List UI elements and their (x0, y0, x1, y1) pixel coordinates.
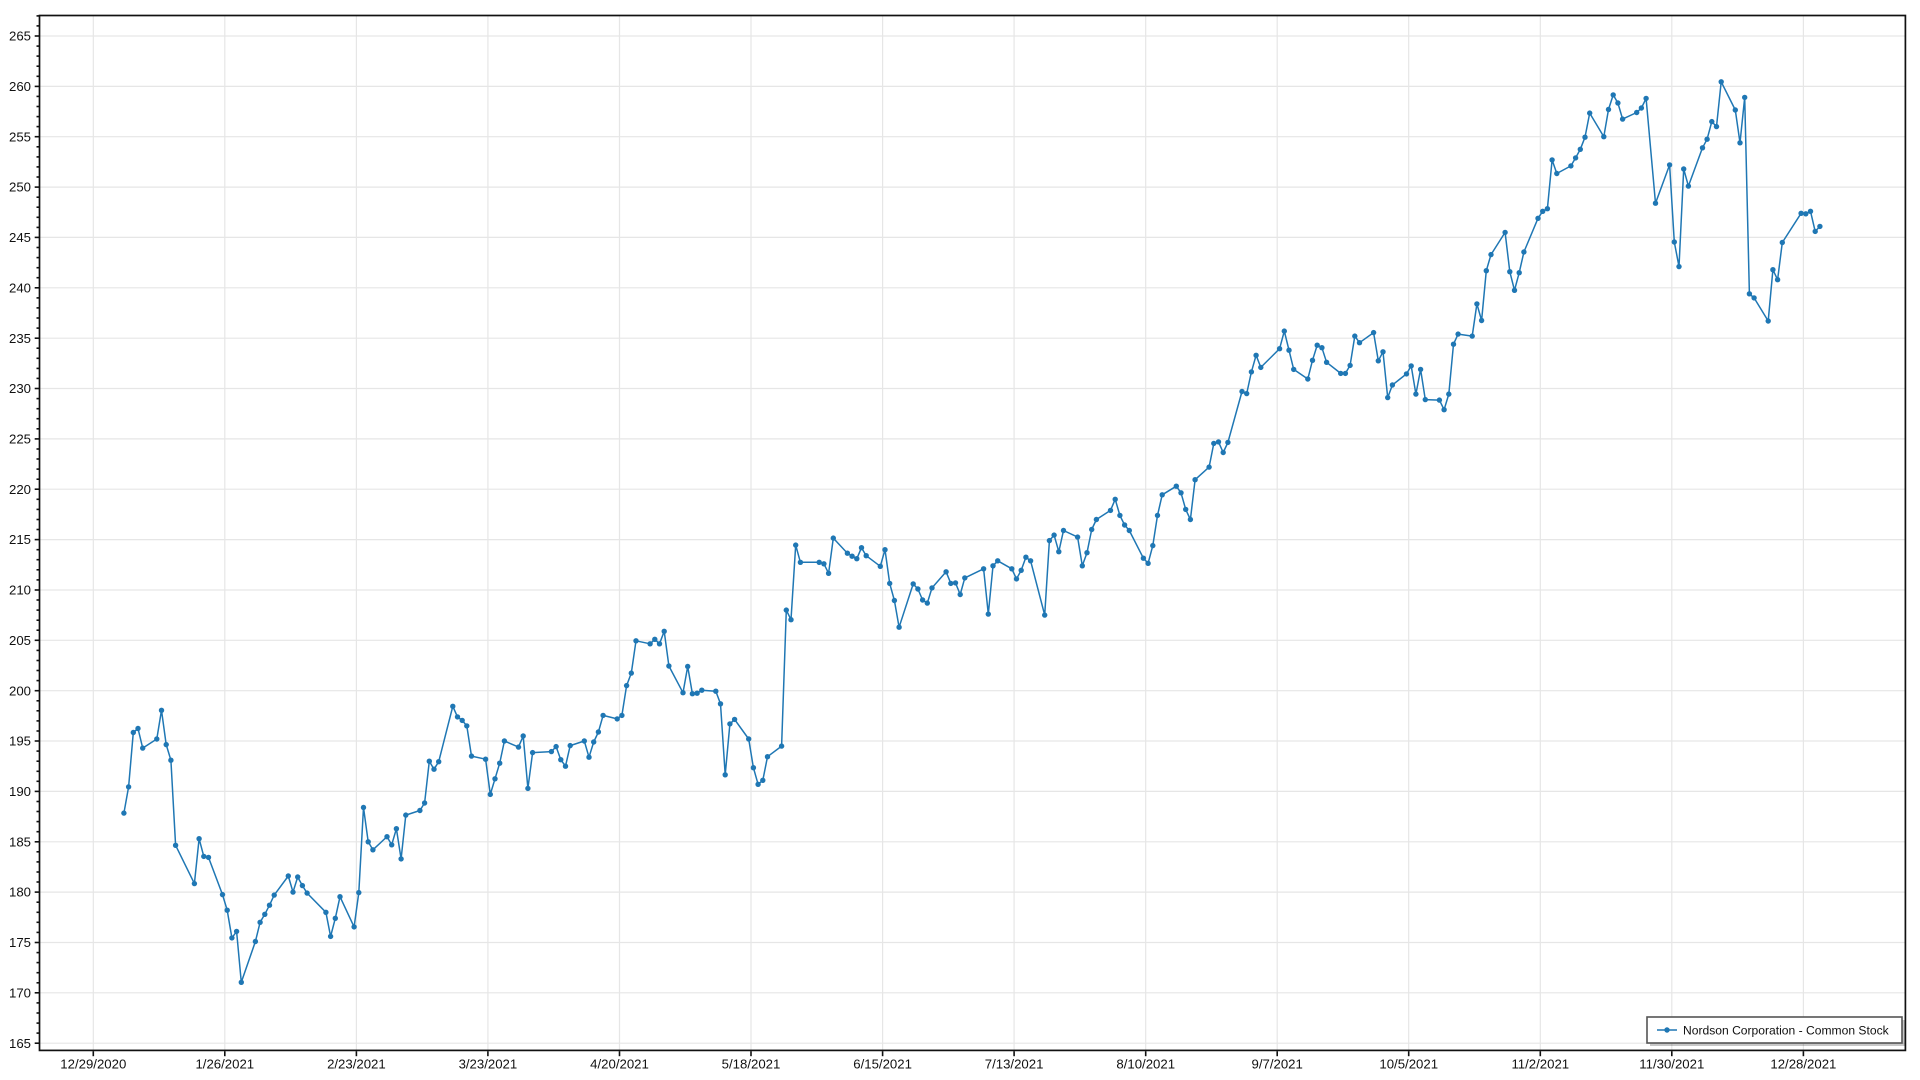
svg-text:245: 245 (9, 230, 31, 245)
svg-text:195: 195 (9, 734, 31, 749)
svg-text:220: 220 (9, 482, 31, 497)
svg-text:180: 180 (9, 885, 31, 900)
svg-text:165: 165 (9, 1036, 31, 1051)
svg-text:185: 185 (9, 834, 31, 849)
svg-text:190: 190 (9, 784, 31, 799)
svg-text:11/2/2021: 11/2/2021 (1511, 1057, 1569, 1072)
svg-text:Nordson Corporation - Common S: Nordson Corporation - Common Stock (1683, 1024, 1890, 1038)
svg-text:11/30/2021: 11/30/2021 (1639, 1057, 1704, 1072)
svg-text:9/7/2021: 9/7/2021 (1252, 1057, 1303, 1072)
svg-text:255: 255 (9, 129, 31, 144)
svg-text:210: 210 (9, 583, 31, 598)
svg-text:225: 225 (9, 432, 31, 447)
svg-text:175: 175 (9, 935, 31, 950)
svg-text:1/26/2021: 1/26/2021 (195, 1057, 254, 1072)
svg-text:5/18/2021: 5/18/2021 (722, 1057, 781, 1072)
svg-text:260: 260 (9, 79, 31, 94)
svg-text:230: 230 (9, 381, 31, 396)
svg-text:8/10/2021: 8/10/2021 (1116, 1057, 1175, 1072)
svg-text:240: 240 (9, 280, 31, 295)
svg-text:7/13/2021: 7/13/2021 (985, 1057, 1044, 1072)
svg-text:12/28/2021: 12/28/2021 (1770, 1057, 1836, 1072)
svg-text:200: 200 (9, 683, 31, 698)
svg-text:235: 235 (9, 331, 31, 346)
svg-text:3/23/2021: 3/23/2021 (459, 1057, 518, 1072)
svg-text:265: 265 (9, 29, 31, 44)
svg-text:250: 250 (9, 180, 31, 195)
svg-text:2/23/2021: 2/23/2021 (327, 1057, 386, 1072)
svg-text:215: 215 (9, 532, 31, 547)
svg-text:6/15/2021: 6/15/2021 (853, 1057, 912, 1072)
svg-text:10/5/2021: 10/5/2021 (1379, 1057, 1438, 1072)
svg-text:170: 170 (9, 985, 31, 1000)
svg-text:4/20/2021: 4/20/2021 (590, 1057, 649, 1072)
svg-text:205: 205 (9, 633, 31, 648)
svg-text:12/29/2020: 12/29/2020 (60, 1057, 126, 1072)
